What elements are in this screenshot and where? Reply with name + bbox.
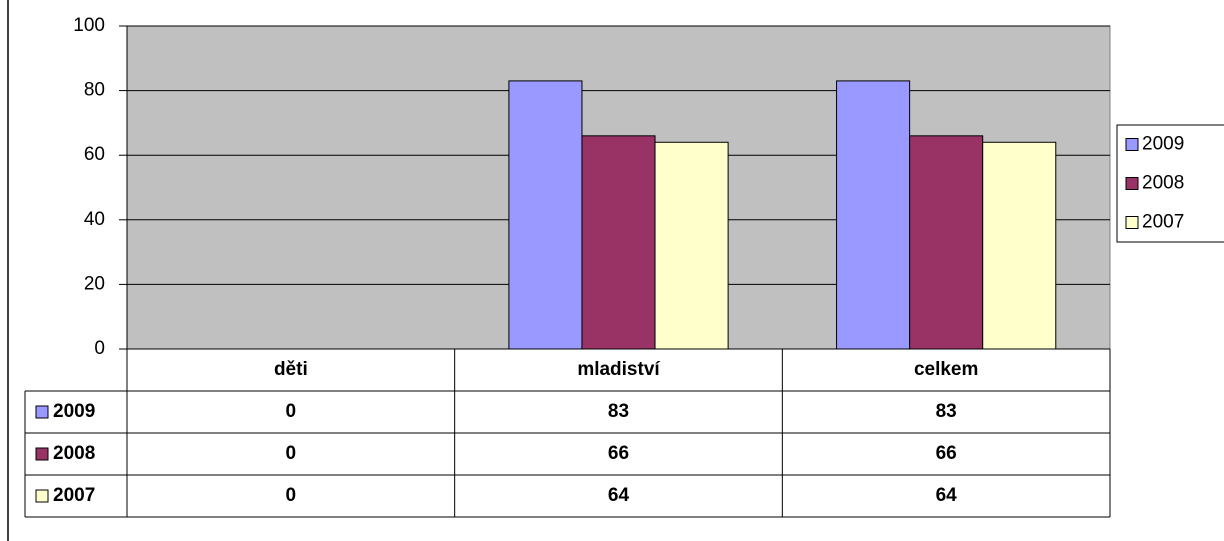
x-tick-label: mladiství — [577, 359, 660, 380]
y-tick-label: 80 — [84, 80, 105, 101]
table-series-name: 2007 — [53, 485, 95, 506]
legend-key — [1125, 138, 1139, 151]
table-value: 66 — [936, 443, 957, 464]
y-tick-label: 60 — [84, 144, 105, 165]
table-value: 64 — [936, 485, 958, 506]
table-value: 64 — [608, 485, 630, 506]
bar — [508, 80, 583, 350]
table-key — [35, 405, 49, 419]
bar — [581, 135, 656, 350]
table-key — [35, 447, 49, 461]
legend-label: 2008 — [1142, 173, 1184, 194]
x-tick-label: celkem — [914, 359, 978, 380]
table-value: 83 — [936, 401, 957, 422]
table-key — [35, 489, 49, 503]
legend-key — [1125, 216, 1139, 229]
y-tick-label: 20 — [84, 273, 105, 294]
legend-label: 2009 — [1142, 134, 1184, 155]
table-value: 66 — [608, 443, 629, 464]
y-tick-label: 40 — [84, 209, 105, 230]
bar — [836, 80, 911, 350]
legend-label: 2007 — [1142, 212, 1184, 233]
bar — [982, 141, 1057, 350]
bar — [654, 141, 729, 350]
table-value: 83 — [608, 401, 629, 422]
y-tick-label: 100 — [73, 15, 105, 36]
table-value: 0 — [286, 485, 297, 506]
x-tick-label: děti — [274, 359, 308, 380]
bar — [909, 135, 984, 350]
table-value: 0 — [286, 443, 297, 464]
table-series-name: 2008 — [53, 443, 95, 464]
legend-key — [1125, 177, 1139, 190]
y-tick-label: 0 — [94, 338, 105, 359]
table-value: 0 — [286, 401, 297, 422]
table-series-name: 2009 — [53, 401, 95, 422]
